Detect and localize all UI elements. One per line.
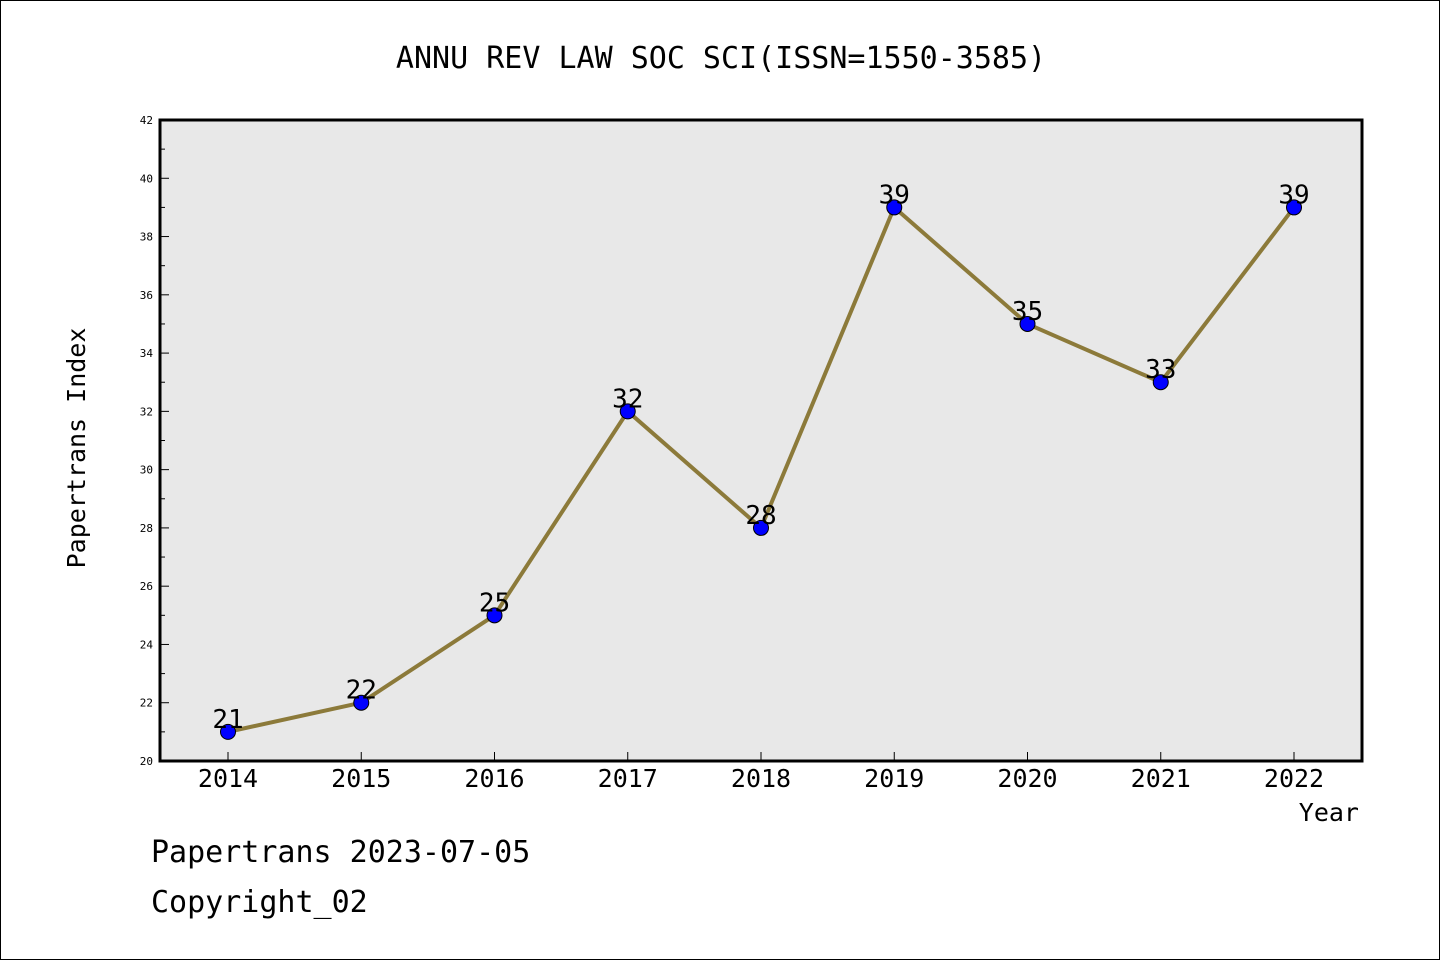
y-tick-label: 40 [140, 172, 153, 185]
y-tick-label: 28 [140, 522, 153, 535]
data-point [1152, 374, 1169, 391]
y-tick-label: 38 [140, 231, 153, 244]
footer-copyright: Copyright_02 [151, 885, 368, 920]
data-point [1286, 199, 1302, 216]
data-label: 39 [879, 180, 910, 210]
x-axis: 2014 2015 2016 2017 2018 2019 2020 2021 2022 [198, 752, 1324, 793]
data-label: 22 [346, 676, 377, 706]
data-label: 21 [212, 705, 243, 735]
y-tick-label: 32 [140, 405, 153, 418]
x-tick-label: 2019 [864, 764, 924, 793]
y-tick-label: 26 [140, 580, 153, 593]
y-tick-label: 24 [140, 638, 154, 651]
data-label: 35 [1012, 297, 1043, 327]
series-markers [220, 199, 1302, 740]
x-tick-label: 2017 [598, 764, 658, 793]
y-tick-label: 42 [140, 114, 153, 127]
data-label: 28 [745, 501, 776, 531]
y-axis: 20 22 24 26 28 30 32 34 36 38 40 42 [140, 114, 169, 768]
y-axis-label: Papertrans Index [62, 328, 91, 569]
footer-date: Papertrans 2023-07-05 [151, 835, 531, 870]
data-point [619, 403, 636, 420]
data-label: 25 [479, 588, 510, 618]
x-tick-label: 2018 [731, 764, 791, 793]
data-point [486, 607, 503, 624]
data-point [753, 519, 769, 536]
chart-title: ANNU REV LAW SOC SCI(ISSN=1550-3585) [396, 41, 1046, 76]
y-tick-label: 36 [140, 289, 153, 302]
x-tick-label: 2014 [198, 764, 258, 793]
y-tick-label: 34 [140, 347, 154, 360]
data-point [220, 723, 236, 740]
data-label: 33 [1145, 355, 1176, 385]
y-tick-label: 22 [140, 697, 153, 710]
x-tick-label: 2022 [1264, 764, 1324, 793]
data-point [353, 694, 370, 711]
x-axis-label: Year [1299, 798, 1359, 827]
x-tick-label: 2015 [331, 764, 391, 793]
data-label: 39 [1278, 180, 1309, 210]
x-tick-label: 2016 [464, 764, 524, 793]
y-tick-label: 30 [140, 464, 153, 477]
data-labels: 21 22 25 32 28 39 35 33 39 [212, 180, 1309, 734]
x-tick-label: 2021 [1131, 764, 1191, 793]
y-tick-label: 20 [140, 755, 153, 768]
data-point [1019, 315, 1036, 332]
x-tick-label: 2020 [997, 764, 1057, 793]
data-point [886, 199, 903, 216]
data-label: 32 [612, 384, 643, 414]
plot-area [158, 118, 1364, 763]
